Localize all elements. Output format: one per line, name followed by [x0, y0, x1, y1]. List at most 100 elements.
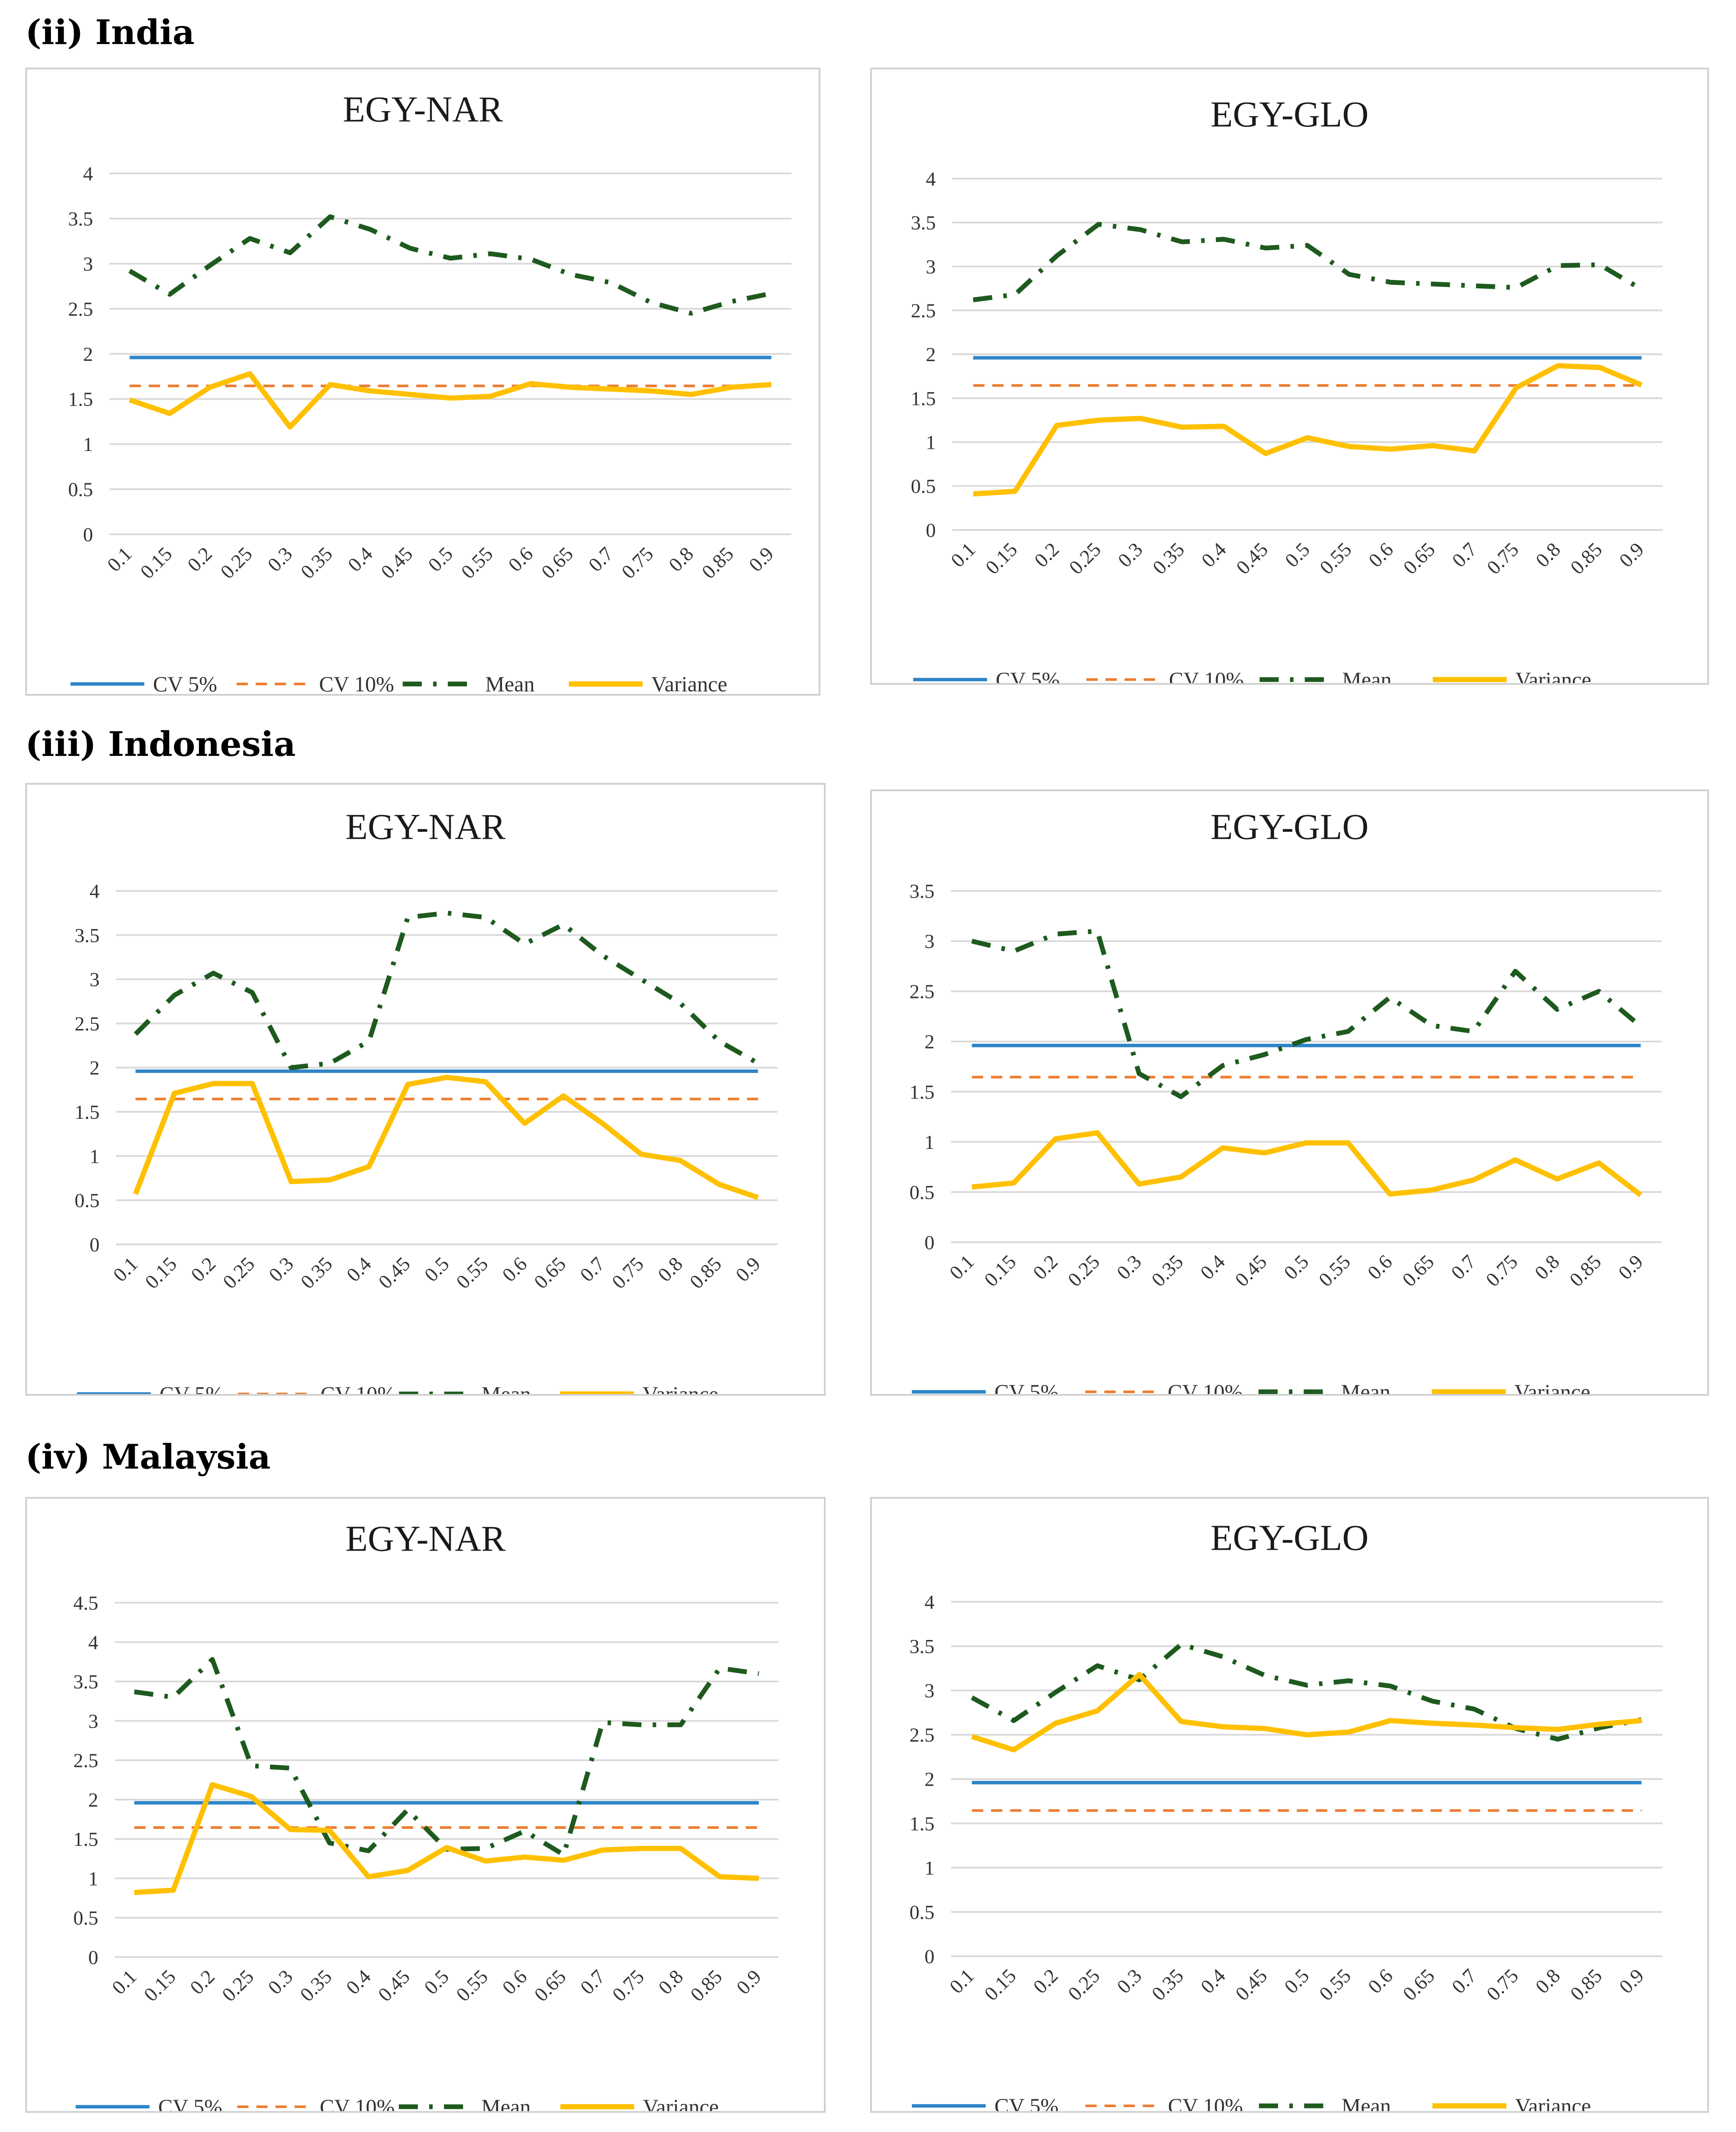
series-line-mean — [971, 929, 1643, 1099]
y-tick-label: 4 — [83, 163, 93, 185]
legend-label-cv10: CV 10% — [321, 1382, 396, 1394]
y-tick-label: 3.5 — [73, 1671, 98, 1693]
legend-label-cv10: CV 10% — [319, 672, 394, 694]
x-tick-label: 0.45 — [1230, 1250, 1271, 1291]
x-tick-label: 0.8 — [1531, 538, 1565, 571]
y-tick-label: 3.5 — [909, 1635, 934, 1657]
x-tick-label: 0.15 — [136, 543, 176, 583]
y-tick-label: 1.5 — [909, 1812, 934, 1835]
x-tick-label: 0.35 — [296, 1965, 336, 2006]
x-tick-label: 0.45 — [1232, 538, 1272, 579]
x-tick-label: 0.4 — [1197, 538, 1230, 572]
chart-title: EGY-NAR — [343, 89, 503, 130]
y-tick-label: 3 — [926, 256, 936, 278]
series-line-mean — [971, 1642, 1642, 1742]
x-tick-label: 0.25 — [216, 543, 256, 583]
y-tick-label: 0.5 — [909, 1181, 934, 1203]
chart-title: EGY-GLO — [1210, 95, 1368, 135]
x-tick-label: 0.15 — [980, 1965, 1020, 2005]
y-tick-label: 4 — [88, 1631, 98, 1654]
x-tick-label: 0.45 — [376, 543, 417, 583]
x-tick-label: 0.5 — [420, 1965, 453, 1999]
x-tick-label: 0.9 — [1615, 538, 1648, 571]
x-tick-label: 0.35 — [1147, 1250, 1188, 1291]
legend-label-cv10: CV 10% — [1168, 2094, 1243, 2111]
y-tick-label: 0 — [88, 1946, 98, 1968]
x-tick-label: 0.85 — [686, 1965, 727, 2006]
chart-malaysia-egy-nar: EGY-NAR 0 0.5 1 1.5 2 2.5 3 3.5 4 4.5 0.1 0.15 0.2 0.2… — [25, 1497, 826, 2113]
series-line-mean — [128, 214, 772, 316]
x-tick-label: 0.5 — [424, 543, 457, 576]
x-tick-label: 0.2 — [1029, 1250, 1062, 1284]
y-tick-label: 1 — [89, 1145, 99, 1167]
chart-malaysia-egy-glo: EGY-GLO 0 0.5 1 1.5 2 2.5 3 3.5 4 0.1 0.15 0.2 0.25 0.… — [870, 1497, 1709, 2113]
y-tick-label: 2.5 — [909, 1724, 934, 1746]
x-tick-label: 0.25 — [219, 1253, 259, 1293]
x-tick-label: 0.6 — [504, 543, 537, 576]
series-line-mean — [134, 1657, 759, 1857]
y-tick-label: 2.5 — [75, 1012, 99, 1035]
x-tick-label: 0.4 — [342, 1253, 376, 1286]
x-tick-label: 0.1 — [109, 1253, 142, 1286]
y-tick-label: 2 — [83, 343, 93, 365]
x-tick-label: 0.75 — [1482, 1965, 1523, 2005]
y-tick-label: 0.5 — [73, 1907, 98, 1929]
y-tick-label: 0 — [926, 519, 936, 541]
legend-label-cv5: CV 5% — [994, 1380, 1059, 1394]
y-tick-label: 1 — [88, 1867, 98, 1889]
y-tick-label: 1 — [924, 1857, 934, 1879]
x-tick-label: 0.75 — [1482, 538, 1523, 579]
legend-label-mean: Mean — [485, 672, 534, 694]
x-tick-label: 0.1 — [947, 538, 980, 571]
x-tick-label: 0.85 — [685, 1253, 726, 1293]
legend-label-cv5: CV 5% — [158, 2095, 222, 2111]
legend-label-mean: Mean — [1342, 668, 1391, 683]
x-tick-label: 0.6 — [498, 1965, 531, 1999]
x-tick-label: 0.5 — [1280, 1965, 1313, 1998]
x-tick-label: 0.25 — [218, 1965, 258, 2006]
chart-title: EGY-NAR — [345, 1519, 506, 1559]
chart-svg: EGY-NAR 0 0.5 1 1.5 2 2.5 3 3.5 4 4.5 0.10.15 0.20.2… — [73, 1519, 779, 2111]
x-tick-label: 0.3 — [1112, 1965, 1146, 1998]
y-tick-label: 4 — [926, 168, 936, 190]
x-tick-label: 0.8 — [1531, 1965, 1565, 1998]
x-tick-label: 0.7 — [1447, 1965, 1481, 1998]
x-tick-label: 0.8 — [664, 543, 698, 576]
x-tick-label: 0.75 — [617, 543, 658, 583]
y-tick-label: 1.5 — [909, 1081, 934, 1103]
legend-label-variance: Variance — [1515, 668, 1591, 683]
x-tick-label: 0.15 — [140, 1965, 180, 2006]
chart-india-egy-glo: EGY-GLO 0 0.5 1 1.5 2 2.5 3 3.5 4 0.1 0.15 0.2 0.25 0.… — [870, 68, 1709, 685]
legend-label-cv5: CV 5% — [160, 1382, 224, 1394]
x-tick-label: 0.8 — [653, 1253, 687, 1286]
x-tick-label: 0.15 — [980, 1250, 1020, 1291]
x-tick-label: 0.6 — [1364, 538, 1398, 571]
x-tick-label: 0.15 — [981, 538, 1022, 579]
x-tick-label: 0.7 — [584, 543, 618, 576]
y-tick-label: 2.5 — [73, 1749, 98, 1772]
y-tick-label: 1.5 — [68, 388, 93, 410]
legend-label-mean: Mean — [481, 2095, 530, 2111]
x-tick-label: 0.35 — [296, 1253, 337, 1293]
x-tick-label: 0.1 — [107, 1965, 141, 1999]
y-tick-label: 3 — [924, 930, 934, 953]
x-tick-label: 0.5 — [1281, 538, 1314, 571]
x-tick-label: 0.45 — [1231, 1965, 1271, 2005]
x-tick-label: 0.1 — [945, 1965, 979, 1998]
x-tick-label: 0.5 — [1279, 1250, 1313, 1284]
x-tick-label: 0.7 — [576, 1965, 609, 1999]
y-tick-label: 0 — [924, 1231, 934, 1254]
x-tick-label: 0.6 — [1364, 1965, 1397, 1998]
y-tick-label: 2.5 — [909, 981, 934, 1003]
y-tick-label: 0.5 — [911, 475, 936, 497]
y-tick-label: 2.5 — [911, 300, 936, 322]
chart-indonesia-egy-nar: EGY-NAR 0 0.5 1 1.5 2 2.5 3 3.5 4 0.1 0.15 0.2 0.25 0.… — [25, 783, 826, 1396]
legend-label-cv10: CV 10% — [1168, 1380, 1243, 1394]
x-tick-label: 0.9 — [732, 1965, 765, 1999]
chart-svg: EGY-GLO 0 0.5 1 1.5 2 2.5 3 3.5 4 0.1 0.15 0.2 0.25 0.… — [911, 95, 1663, 683]
series-line-mean — [133, 910, 759, 1070]
x-tick-label: 0.4 — [342, 1965, 375, 1999]
legend-label-variance: Variance — [1515, 2094, 1591, 2111]
y-tick-label: 2 — [924, 1768, 934, 1790]
x-tick-label: 0.55 — [452, 1253, 492, 1293]
